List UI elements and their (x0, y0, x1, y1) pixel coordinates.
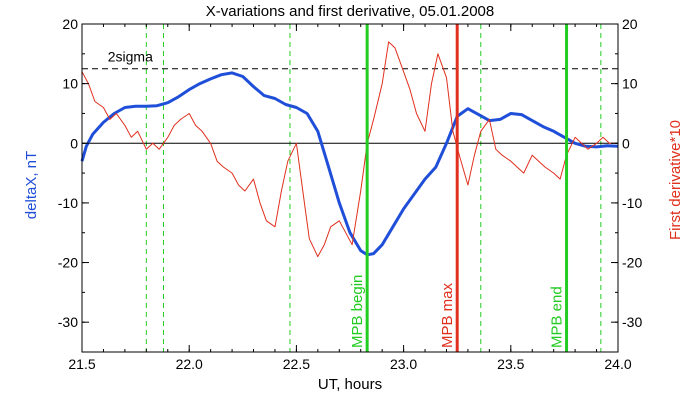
marker-label-2: MPB end (549, 286, 566, 348)
x-tick-label-0: 21.5 (68, 356, 95, 372)
y-tick-label-right-5: 20 (622, 16, 638, 32)
y-tick-label-right-1: -20 (622, 255, 642, 271)
y-tick-label-left-4: 10 (62, 76, 78, 92)
threshold-label: 2sigma (108, 49, 153, 65)
x-axis-label: UT, hours (318, 376, 382, 393)
plot-frame (81, 23, 619, 353)
y-axis-label-left: deltaX, nT (23, 151, 40, 219)
y-axis-label-right: First derivative*10 (667, 120, 684, 240)
x-tick-label-5: 24.0 (604, 356, 631, 372)
marker-label-1: MPB max (439, 282, 456, 348)
derivative-line (81, 41, 618, 258)
y-tick-label-left-1: -20 (58, 255, 78, 271)
y-tick-label-left-0: -30 (58, 314, 78, 330)
x-tick-label-1: 22.0 (176, 356, 203, 372)
chart-title: X-variations and first derivative, 05.01… (206, 3, 495, 20)
deltaX-line (80, 71, 619, 257)
plot-area: 2sigma MPB begin MPB max MPB end 21.5 22.0 22.… (58, 16, 643, 372)
y-tick-label-right-4: 10 (622, 76, 638, 92)
marker-label-0: MPB begin (349, 275, 366, 348)
y-tick-label-left-2: -10 (58, 195, 78, 211)
y-tick-label-right-2: -10 (622, 195, 642, 211)
y-tick-label-left-5: 20 (62, 16, 78, 32)
x-tick-label-4: 23.5 (497, 356, 524, 372)
y-tick-label-left-3: 0 (70, 135, 78, 151)
y-tick-label-right-3: 0 (622, 135, 630, 151)
x-tick-label-2: 22.5 (283, 356, 310, 372)
y-tick-label-right-0: -30 (622, 314, 642, 330)
x-tick-label-3: 23.0 (390, 356, 417, 372)
